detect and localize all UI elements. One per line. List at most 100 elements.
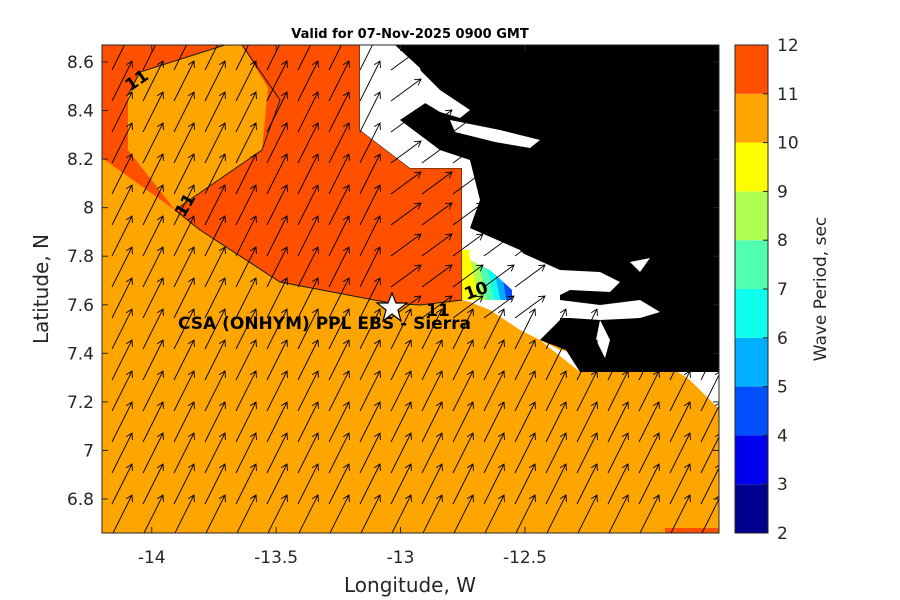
direction-arrow (483, 401, 505, 443)
direction-arrow (360, 494, 381, 533)
x-tick-label: -13.5 (254, 548, 298, 568)
y-tick-label: 8.6 (67, 53, 94, 73)
direction-arrow (453, 494, 474, 533)
direction-arrow (359, 463, 381, 505)
direction-arrow (421, 432, 443, 474)
direction-arrow (545, 401, 567, 443)
x-axis-label: Longitude, W (344, 573, 476, 597)
direction-arrow (514, 264, 546, 288)
colorbar-tick-label: 6 (777, 329, 788, 349)
direction-arrow (328, 432, 350, 474)
colorbar-label: Wave Period, sec (811, 217, 831, 362)
direction-arrow (266, 153, 288, 195)
colorbar-segment (735, 386, 768, 436)
direction-arrow (111, 215, 133, 257)
direction-arrow (142, 339, 164, 381)
direction-arrow (545, 308, 567, 350)
direction-arrow (142, 45, 157, 71)
direction-arrow (359, 122, 381, 164)
direction-arrow (173, 401, 195, 443)
colorbar-segment (735, 484, 768, 533)
direction-arrow (142, 308, 164, 350)
direction-arrow (452, 109, 484, 133)
direction-arrow (328, 153, 350, 195)
y-axis-label: Latitude, N (29, 234, 53, 344)
direction-arrow (638, 401, 660, 443)
direction-arrow (638, 339, 660, 381)
direction-arrow (359, 432, 381, 474)
direction-arrow (204, 60, 226, 102)
colorbar-tick-label: 4 (777, 426, 788, 446)
direction-arrow (577, 494, 598, 533)
direction-arrow (390, 47, 422, 71)
plot-frame (101, 44, 720, 534)
direction-arrow (111, 339, 133, 381)
direction-arrow (390, 78, 422, 102)
direction-arrow (483, 233, 515, 257)
direction-arrow (235, 215, 257, 257)
direction-arrow (452, 339, 474, 381)
direction-arrow (328, 45, 343, 71)
direction-arrow (514, 370, 536, 412)
colorbar-segment (735, 435, 768, 485)
direction-arrow (328, 246, 350, 288)
direction-arrow (670, 494, 691, 533)
direction-arrow (204, 122, 226, 164)
direction-arrow (421, 233, 453, 257)
colorbar-tick-label: 9 (777, 182, 788, 202)
direction-arrow (112, 494, 133, 533)
direction-arrow (235, 401, 257, 443)
direction-arrow (173, 463, 195, 505)
direction-arrow (142, 122, 164, 164)
direction-arrow (421, 339, 443, 381)
direction-arrow (452, 308, 474, 350)
direction-arrow (669, 463, 691, 505)
direction-arrow (546, 494, 567, 533)
direction-arrow (576, 339, 598, 381)
direction-arrow (267, 494, 288, 533)
direction-arrow (235, 277, 257, 319)
contour-line-nw (127, 45, 226, 96)
direction-arrow (235, 45, 250, 71)
direction-arrow (483, 432, 505, 474)
direction-arrow (638, 432, 660, 474)
direction-arrow (111, 401, 133, 443)
direction-arrow (329, 494, 350, 533)
direction-arrow (328, 339, 350, 381)
direction-arrow (359, 60, 381, 102)
x-tick-label: -14 (138, 548, 166, 568)
direction-arrow (390, 202, 422, 226)
y-tick-label: 7.6 (67, 296, 94, 316)
direction-arrow (266, 45, 281, 71)
direction-arrow (390, 432, 412, 474)
direction-arrow (173, 45, 188, 71)
direction-arrow (359, 184, 381, 226)
direction-arrow (576, 370, 598, 412)
period-11-12-region-se (665, 528, 719, 533)
direction-arrow (545, 463, 567, 505)
direction-arrow (421, 295, 453, 319)
direction-arrow (266, 463, 288, 505)
direction-arrow (576, 401, 598, 443)
contour-label-11-coast: 11 (426, 301, 450, 321)
direction-arrow (111, 463, 133, 505)
direction-arrow (236, 494, 257, 533)
period-7-8-patch (478, 258, 494, 300)
direction-arrow (173, 153, 195, 195)
direction-arrow (359, 401, 381, 443)
y-axis: 6.8 7 7.2 7.4 7.6 7.8 8 8.2 8.4 8.6 (67, 53, 719, 510)
direction-arrow (204, 339, 226, 381)
direction-arrow (390, 264, 422, 288)
direction-arrow (204, 91, 226, 133)
direction-arrow (266, 401, 288, 443)
direction-arrow (328, 370, 350, 412)
direction-arrow (452, 140, 484, 164)
colorbar-segment (735, 337, 768, 387)
direction-arrow (514, 295, 546, 319)
direction-arrow (142, 91, 164, 133)
colorbar-tick-label: 7 (777, 280, 788, 300)
direction-arrow (483, 264, 515, 288)
direction-arrow (142, 463, 164, 505)
direction-arrow (266, 370, 288, 412)
